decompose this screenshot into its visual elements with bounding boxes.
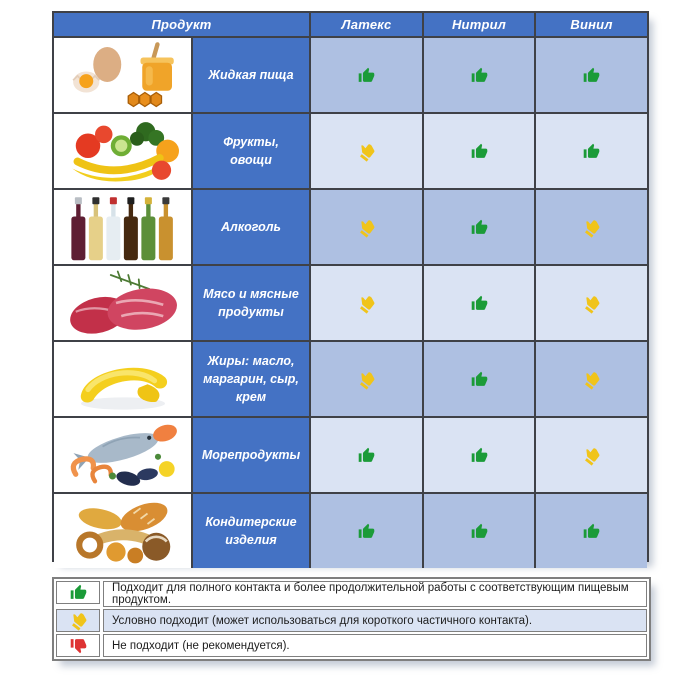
rating-meat-nitrile bbox=[424, 266, 536, 342]
column-header-nitrile: Нитрил bbox=[424, 13, 536, 38]
product-label: Фрукты, овощи bbox=[193, 114, 311, 190]
thumb-icon bbox=[70, 584, 87, 601]
rating-meat-vinyl bbox=[536, 266, 647, 342]
legend-text-not: Не подходит (не рекомендуется). bbox=[103, 634, 647, 657]
thumb-icon bbox=[583, 67, 600, 84]
thumb-icon bbox=[471, 67, 488, 84]
thumb-icon bbox=[355, 215, 379, 239]
thumb-icon bbox=[358, 447, 375, 464]
product-photo-fruits bbox=[54, 114, 193, 190]
alcohol-illustration bbox=[57, 192, 189, 262]
legend-row-conditional: Условно подходит (может использоваться д… bbox=[56, 609, 647, 632]
rating-fruits-latex bbox=[311, 114, 424, 190]
thumb-icon bbox=[583, 523, 600, 540]
fruits-illustration bbox=[57, 116, 189, 186]
thumb-icon bbox=[580, 291, 604, 315]
thumb-icon bbox=[70, 637, 87, 654]
rating-fats-vinyl bbox=[536, 342, 647, 418]
seafood-illustration bbox=[57, 420, 189, 490]
thumb-icon bbox=[471, 143, 488, 160]
legend-row-full: Подходит для полного контакта и более пр… bbox=[56, 581, 647, 607]
thumb-icon bbox=[580, 215, 604, 239]
product-label: Морепродукты bbox=[193, 418, 311, 494]
product-photo-bakery bbox=[54, 494, 193, 568]
thumb-icon bbox=[355, 367, 379, 391]
butter-illustration bbox=[57, 344, 189, 414]
glove-food-comparison-table: Продукт Латекс Нитрил Винил Жидкая пища … bbox=[52, 11, 649, 568]
rating-fruits-nitrile bbox=[424, 114, 536, 190]
product-label: Кондитерские изделия bbox=[193, 494, 311, 568]
rating-confectionery-vinyl bbox=[536, 494, 647, 568]
rating-confectionery-latex bbox=[311, 494, 424, 568]
legend-text-full: Подходит для полного контакта и более пр… bbox=[103, 581, 647, 607]
thumb-icon bbox=[471, 371, 488, 388]
thumb-icon bbox=[355, 291, 379, 315]
thumb-icon bbox=[66, 609, 90, 633]
column-header-vinyl: Винил bbox=[536, 13, 647, 38]
bakery-illustration bbox=[57, 496, 189, 566]
product-photo-alcohol bbox=[54, 190, 193, 266]
product-photo-seafood bbox=[54, 418, 193, 494]
thumb-icon bbox=[355, 139, 379, 163]
thumb-up-green-icon bbox=[56, 581, 100, 604]
product-photo-meat bbox=[54, 266, 193, 342]
rating-seafood-vinyl bbox=[536, 418, 647, 494]
meat-illustration bbox=[57, 268, 189, 338]
rating-fats-latex bbox=[311, 342, 424, 418]
thumb-tilted-yellow-icon bbox=[56, 609, 100, 632]
product-photo-butter bbox=[54, 342, 193, 418]
thumb-icon bbox=[471, 295, 488, 312]
rating-alcohol-vinyl bbox=[536, 190, 647, 266]
thumb-down-red-icon bbox=[56, 634, 100, 657]
thumb-icon bbox=[471, 447, 488, 464]
rating-fats-nitrile bbox=[424, 342, 536, 418]
thumb-icon bbox=[471, 219, 488, 236]
thumb-icon bbox=[580, 443, 604, 467]
rating-fruits-vinyl bbox=[536, 114, 647, 190]
product-photo-eggs-honey bbox=[54, 38, 193, 114]
rating-liquid-latex bbox=[311, 38, 424, 114]
product-label: Жидкая пища bbox=[193, 38, 311, 114]
column-header-product: Продукт bbox=[54, 13, 311, 38]
product-label: Алкоголь bbox=[193, 190, 311, 266]
thumb-icon bbox=[583, 143, 600, 160]
rating-seafood-latex bbox=[311, 418, 424, 494]
thumb-icon bbox=[358, 523, 375, 540]
thumb-icon bbox=[358, 67, 375, 84]
thumb-icon bbox=[580, 367, 604, 391]
rating-alcohol-nitrile bbox=[424, 190, 536, 266]
rating-liquid-vinyl bbox=[536, 38, 647, 114]
thumb-icon bbox=[471, 523, 488, 540]
rating-seafood-nitrile bbox=[424, 418, 536, 494]
eggs-honey-illustration bbox=[57, 40, 189, 110]
product-label: Жиры: масло, маргарин, сыр, крем bbox=[193, 342, 311, 418]
column-header-latex: Латекс bbox=[311, 13, 424, 38]
rating-alcohol-latex bbox=[311, 190, 424, 266]
legend-row-not: Не подходит (не рекомендуется). bbox=[56, 634, 647, 657]
rating-confectionery-nitrile bbox=[424, 494, 536, 568]
legend-table: Подходит для полного контакта и более пр… bbox=[52, 577, 651, 661]
rating-liquid-nitrile bbox=[424, 38, 536, 114]
product-label: Мясо и мясные продукты bbox=[193, 266, 311, 342]
rating-meat-latex bbox=[311, 266, 424, 342]
legend-text-conditional: Условно подходит (может использоваться д… bbox=[103, 609, 647, 632]
